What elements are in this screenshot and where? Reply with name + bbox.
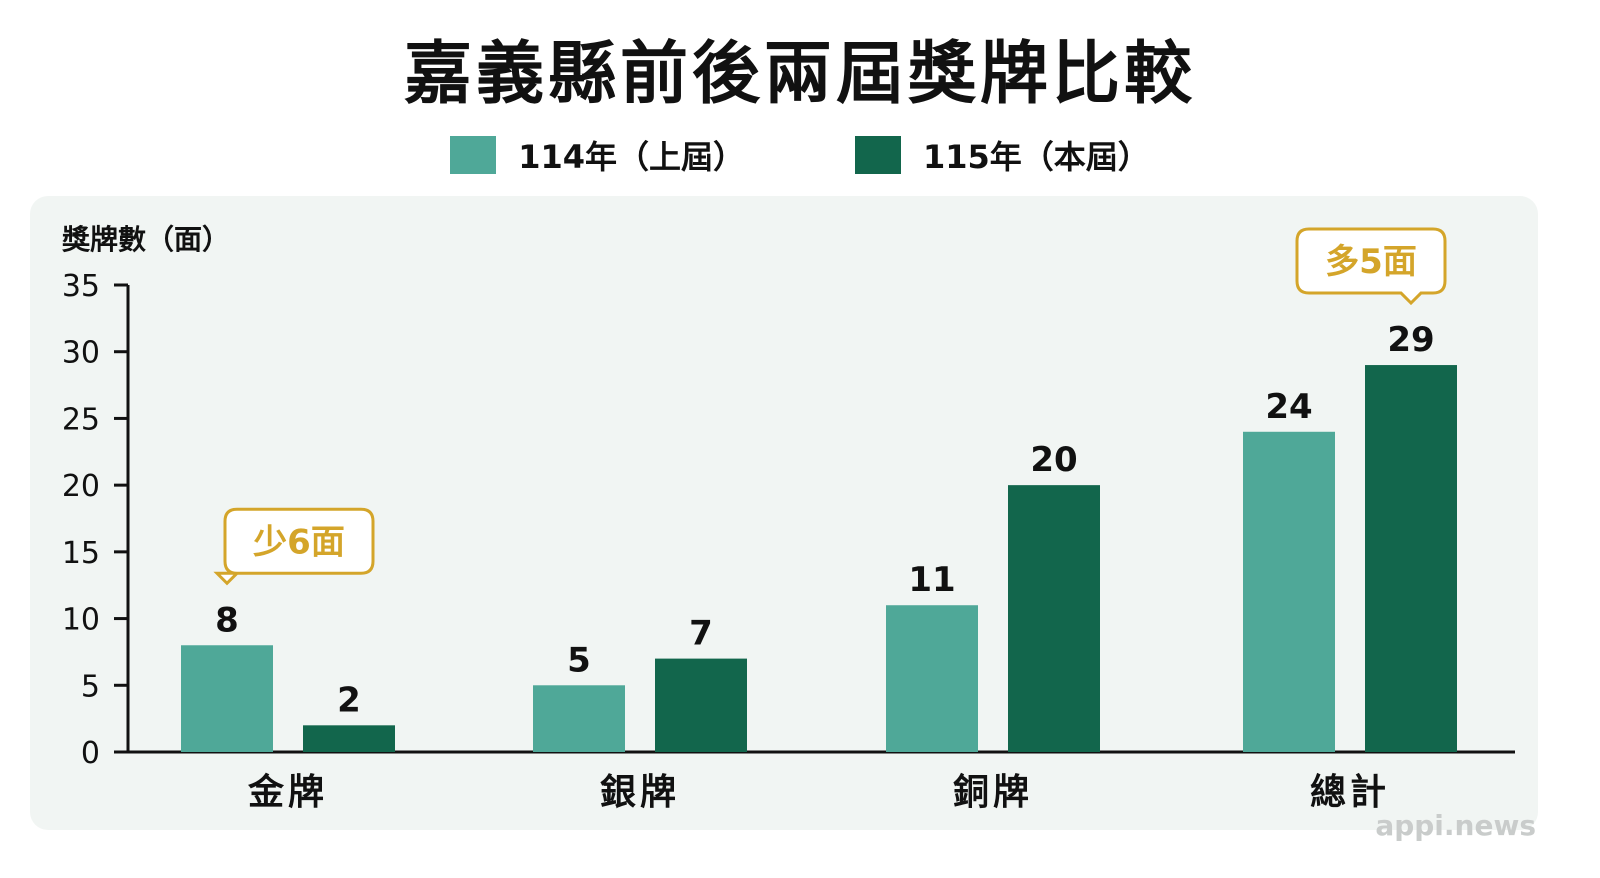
value-label-prev-0: 8 — [215, 600, 239, 640]
value-label-prev-1: 5 — [567, 640, 591, 680]
y-tick-label-20: 20 — [62, 469, 100, 504]
watermark: appi.news — [1375, 809, 1536, 842]
value-label-prev-2: 11 — [908, 560, 955, 600]
legend-swatch-prev — [450, 136, 497, 174]
y-tick-label-35: 35 — [62, 269, 100, 304]
bar-prev-2 — [886, 605, 978, 752]
y-tick-label-30: 30 — [62, 336, 100, 371]
bar-curr-3 — [1365, 365, 1457, 752]
legend-swatch-curr — [855, 136, 901, 174]
legend-label-curr: 115年（本屆） — [923, 138, 1150, 176]
legend-item-curr: 115年（本屆） — [855, 132, 1150, 178]
category-label-1: 銀牌 — [600, 772, 680, 813]
callout-box-0 — [213, 507, 375, 586]
bar-prev-1 — [533, 685, 625, 752]
category-label-2: 銅牌 — [953, 771, 1033, 813]
value-label-prev-3: 24 — [1265, 387, 1312, 427]
bar-prev-0 — [181, 645, 273, 752]
bar-prev-3 — [1243, 431, 1335, 752]
bar-curr-0 — [303, 725, 395, 752]
value-label-curr-0: 2 — [337, 680, 361, 720]
legend-item-prev: 114年（上屆） — [450, 132, 745, 178]
callout-box-1 — [1295, 227, 1447, 306]
value-label-curr-3: 29 — [1387, 320, 1434, 360]
y-tick-label-5: 5 — [81, 669, 100, 704]
callout-text-0: 少6面 — [253, 522, 345, 562]
category-label-3: 總計 — [1310, 772, 1390, 813]
chart-title: 嘉義縣前後兩屆獎牌比較 — [403, 35, 1196, 114]
bar-curr-1 — [655, 658, 747, 752]
category-label-0: 金牌 — [247, 771, 328, 813]
value-label-curr-1: 7 — [689, 614, 713, 654]
y-tick-label-0: 0 — [81, 736, 100, 771]
y-axis-label: 獎牌數（面） — [62, 223, 231, 256]
legend: 114年（上屆） 115年（本屆） — [0, 132, 1600, 178]
y-tick-label-10: 10 — [62, 603, 100, 638]
value-label-curr-2: 20 — [1030, 440, 1077, 480]
callout-text-1: 多5面 — [1325, 242, 1417, 282]
y-tick-label-15: 15 — [62, 536, 100, 571]
bar-curr-2 — [1008, 485, 1100, 752]
legend-label-prev: 114年（上屆） — [518, 138, 745, 176]
y-tick-label-25: 25 — [62, 402, 100, 437]
